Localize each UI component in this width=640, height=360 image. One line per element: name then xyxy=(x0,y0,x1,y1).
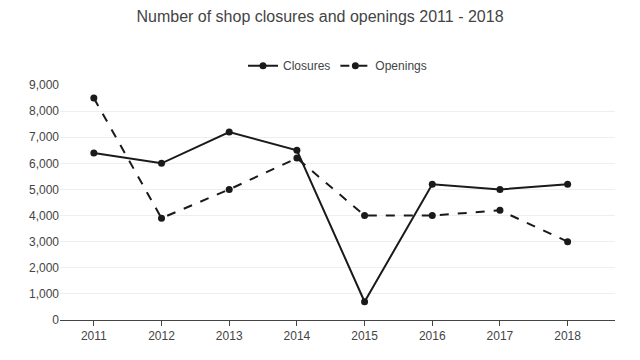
svg-text:Closures: Closures xyxy=(283,59,330,73)
svg-text:2018: 2018 xyxy=(554,329,581,343)
svg-text:2017: 2017 xyxy=(487,329,514,343)
svg-text:7,000: 7,000 xyxy=(29,130,59,144)
svg-text:6,000: 6,000 xyxy=(29,157,59,171)
svg-text:3,000: 3,000 xyxy=(29,235,59,249)
svg-text:2012: 2012 xyxy=(148,329,175,343)
svg-text:2011: 2011 xyxy=(81,329,107,343)
svg-text:2014: 2014 xyxy=(284,329,311,343)
svg-text:2013: 2013 xyxy=(216,329,243,343)
svg-text:2016: 2016 xyxy=(419,329,446,343)
svg-text:2,000: 2,000 xyxy=(29,261,59,275)
svg-text:4,000: 4,000 xyxy=(29,209,59,223)
svg-text:0: 0 xyxy=(52,313,59,327)
svg-text:Openings: Openings xyxy=(375,59,426,73)
svg-text:2015: 2015 xyxy=(351,329,378,343)
svg-text:1,000: 1,000 xyxy=(29,287,59,301)
svg-text:5,000: 5,000 xyxy=(29,183,59,197)
svg-text:Number of shop closures and op: Number of shop closures and openings 201… xyxy=(136,8,503,25)
svg-text:9,000: 9,000 xyxy=(29,78,59,92)
svg-text:8,000: 8,000 xyxy=(29,104,59,118)
